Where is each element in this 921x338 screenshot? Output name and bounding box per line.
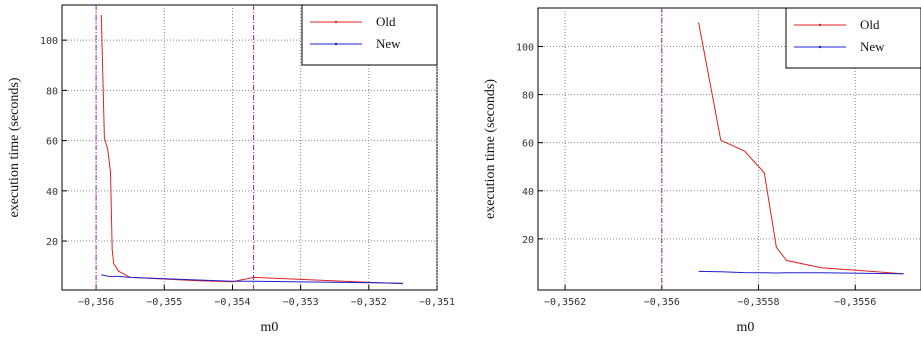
x-tick-label: −0,3562 xyxy=(544,297,586,308)
x-tick-label: −0,351 xyxy=(419,297,455,308)
legend-marker xyxy=(818,45,822,49)
y-axis-label: execution time (seconds) xyxy=(483,79,498,219)
chart: −0,356 −0,355 −0,354 −0,353 −0,352 −0,351 20 40… xyxy=(7,4,455,335)
y-tick-label: 20 xyxy=(522,235,534,246)
series-line xyxy=(698,22,904,275)
chart: −0,3562 −0,356 −0,3558 −0,3556 20 40 60 80 100 Ol… xyxy=(483,7,921,335)
legend-marker xyxy=(334,20,338,24)
legend-box xyxy=(785,7,921,69)
y-tick-label: 60 xyxy=(522,139,534,150)
x-tick-label: −0,356 xyxy=(78,297,114,308)
x-tick-label: −0,355 xyxy=(146,297,182,308)
series-line xyxy=(101,274,403,284)
y-tick-label: 40 xyxy=(522,187,534,198)
plot-clip xyxy=(661,8,904,290)
legend-marker xyxy=(334,42,338,46)
y-axis-label: execution time (seconds) xyxy=(7,77,22,217)
x-tick-label: −0,3556 xyxy=(834,297,876,308)
y-tick-label: 40 xyxy=(46,187,58,198)
x-tick-label: −0,354 xyxy=(214,297,250,308)
x-tick-label: −0,3558 xyxy=(737,297,779,308)
legend-label: New xyxy=(860,39,885,54)
x-tick-label: −0,353 xyxy=(283,297,319,308)
series-line xyxy=(698,270,904,275)
y-tick-label: 100 xyxy=(516,42,534,53)
y-tick-label: 60 xyxy=(46,137,58,148)
legend-label: New xyxy=(376,36,401,51)
y-tick-label: 80 xyxy=(46,86,58,97)
x-axis-label: m0 xyxy=(261,320,279,335)
y-tick-label: 20 xyxy=(46,237,58,248)
plot-clip xyxy=(95,5,403,290)
legend-box xyxy=(301,4,438,66)
x-tick-label: −0,356 xyxy=(644,297,680,308)
y-tick-label: 80 xyxy=(522,91,534,102)
x-tick-label: −0,352 xyxy=(351,297,387,308)
legend-marker xyxy=(818,23,822,27)
x-axis-label: m0 xyxy=(737,320,755,335)
y-tick-label: 100 xyxy=(40,36,58,47)
legend-label: Old xyxy=(860,17,880,32)
legend-label: Old xyxy=(376,14,396,29)
